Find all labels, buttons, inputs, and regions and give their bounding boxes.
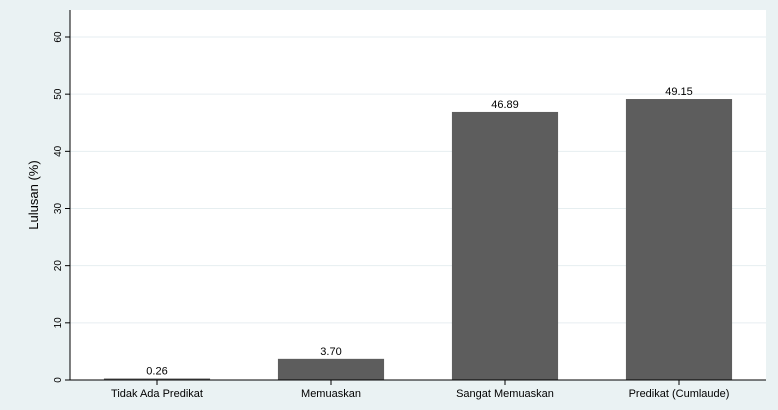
x-tick-label: Sangat Memuaskan — [456, 388, 554, 400]
bar — [625, 99, 733, 381]
bar-value-label: 0.26 — [146, 366, 167, 378]
y-tick-label: 20 — [53, 260, 64, 272]
bar-value-label: 49.15 — [665, 86, 693, 98]
bars — [103, 99, 733, 381]
x-tick-label: Predikat (Cumlaude) — [629, 388, 730, 400]
x-tick-label: Tidak Ada Predikat — [111, 388, 203, 400]
bar — [451, 111, 559, 381]
bar — [277, 358, 385, 380]
y-ticks: 0 10 20 30 40 50 60 — [53, 31, 70, 383]
y-tick-label: 40 — [53, 145, 64, 157]
y-axis-label: Lulusan (%) — [26, 160, 41, 229]
bar — [103, 378, 211, 380]
y-tick-label: 10 — [53, 317, 64, 329]
bar-value-label: 46.89 — [491, 99, 519, 111]
y-tick-label: 50 — [53, 88, 64, 100]
x-tick-label: Memuaskan — [301, 388, 361, 400]
axes — [69, 10, 766, 381]
y-tick-label: 30 — [53, 203, 64, 215]
y-tick-label: 0 — [53, 377, 64, 383]
x-ticks: Tidak Ada Predikat Memuaskan Sangat Memuas… — [111, 380, 729, 400]
y-tick-label: 60 — [53, 31, 64, 43]
bar-value-label: 3.70 — [320, 346, 341, 358]
bar-value-labels: 0.26 3.70 46.89 49.15 — [146, 86, 692, 377]
